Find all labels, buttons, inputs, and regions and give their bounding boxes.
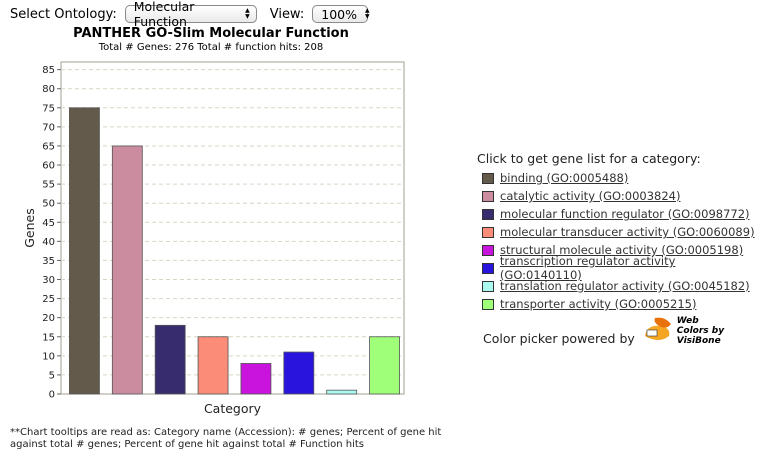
legend-link[interactable]: molecular transducer activity (GO:006008… [500, 225, 755, 239]
legend-swatch [482, 208, 494, 220]
legend-swatch [482, 226, 494, 238]
legend-item[interactable]: transporter activity (GO:0005215) [482, 295, 759, 313]
ontology-select-value: Molecular Function [133, 0, 195, 29]
y-tick-label: 0 [49, 390, 55, 401]
y-tick-label: 5 [49, 370, 55, 381]
y-tick-label: 25 [42, 294, 55, 305]
y-tick-label: 65 [42, 141, 55, 152]
legend-link[interactable]: translation regulator activity (GO:00451… [500, 279, 750, 293]
y-tick-label: 70 [42, 122, 55, 133]
select-arrows-icon: ▲ ▼ [245, 7, 250, 20]
bar[interactable] [69, 107, 100, 395]
bar[interactable] [154, 324, 186, 395]
y-tick-label: 80 [42, 84, 55, 95]
ontology-select[interactable]: Molecular Function ▲ ▼ [124, 0, 257, 29]
y-tick-label: 20 [42, 313, 55, 324]
legend-item[interactable]: transcription regulator activity (GO:014… [482, 254, 759, 282]
legend-item[interactable]: molecular transducer activity (GO:006008… [482, 223, 759, 241]
legend-link[interactable]: transcription regulator activity (GO:014… [499, 254, 676, 282]
view-select-value: 100% [321, 6, 357, 22]
visibone-logo-icon[interactable] [641, 314, 675, 348]
select-arrows-icon: ▲ ▼ [365, 7, 370, 20]
legend-item[interactable]: translation regulator activity (GO:00451… [482, 277, 759, 295]
tooltip-note: **Chart tooltips are read as: Category n… [10, 427, 470, 451]
legend-link[interactable]: catalytic activity (GO:0003824) [500, 189, 681, 203]
bar[interactable] [197, 336, 229, 395]
legend-item[interactable]: catalytic activity (GO:0003824) [482, 187, 759, 205]
bar[interactable] [240, 363, 272, 395]
legend-item[interactable]: molecular function regulator (GO:0098772… [482, 205, 759, 223]
color-picker-credit: Color picker powered by Web Colors by Vi… [483, 314, 724, 348]
legend-link[interactable]: structural molecule activity (GO:0005198… [500, 243, 744, 257]
legend-swatch [482, 298, 494, 310]
y-tick-label: 10 [42, 351, 55, 362]
legend-swatch [482, 172, 494, 184]
legend-swatch [482, 190, 494, 202]
view-select[interactable]: 100% ▲ ▼ [312, 5, 370, 23]
y-tick-label: 30 [42, 275, 55, 286]
y-tick-label: 45 [42, 218, 55, 229]
chart-title: PANTHER GO-Slim Molecular Function [73, 26, 349, 41]
legend-swatch [482, 244, 494, 256]
legend-swatch [482, 280, 494, 292]
bar[interactable] [369, 336, 400, 395]
legend-link[interactable]: binding (GO:0005488) [500, 171, 629, 185]
bar[interactable] [111, 145, 143, 395]
legend-link[interactable]: molecular function regulator (GO:0098772… [500, 207, 750, 221]
legend-item[interactable]: binding (GO:0005488) [482, 169, 759, 187]
y-tick-label: 15 [42, 332, 55, 343]
chart-subtitle: Total # Genes: 276 Total # function hits… [98, 42, 324, 53]
bar-chart: 0 5 10 15 20 25 30 35 40 45 50 55 60 65 70 75 80 85 Catego… [22, 61, 405, 416]
y-tick-label: 85 [42, 65, 55, 76]
bar[interactable] [326, 389, 358, 395]
legend-title: Click to get gene list for a category: [477, 151, 701, 166]
bar[interactable] [283, 351, 315, 395]
y-tick-label: 75 [42, 103, 55, 114]
y-tick-label: 60 [42, 161, 55, 172]
y-tick-label: 55 [42, 180, 55, 191]
legend-link[interactable]: transporter activity (GO:0005215) [500, 297, 697, 311]
visibone-logo-text: Web Colors by VisiBone [676, 316, 725, 346]
legend-item[interactable]: structural molecule activity (GO:0005198… [482, 241, 759, 259]
tooltip-note-line: against total # genes; Percent of gene h… [10, 439, 364, 450]
toolbar: Select Ontology: Molecular Function ▲ ▼ V… [10, 0, 370, 29]
color-picker-text: Color picker powered by [483, 330, 635, 346]
tooltip-note-line: **Chart tooltips are read as: Category n… [10, 427, 442, 438]
view-label: View: [269, 6, 305, 22]
legend-swatch [482, 262, 494, 274]
y-axis-label: Genes [22, 208, 37, 248]
y-tick-label: 40 [42, 237, 55, 248]
ontology-label: Select Ontology: [10, 6, 117, 22]
y-tick-label: 50 [42, 199, 55, 210]
legend: Click to get gene list for a category: b… [477, 151, 759, 313]
x-axis-label: Category [204, 401, 262, 416]
y-tick-label: 35 [42, 256, 55, 267]
